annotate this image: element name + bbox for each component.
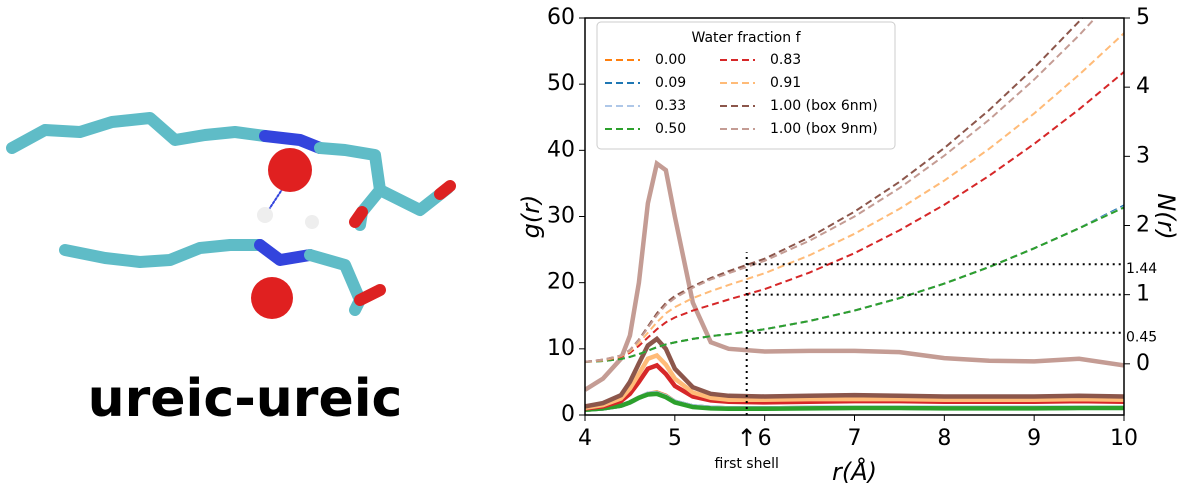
n-line (585, 71, 1124, 363)
x-tick-label: 7 (848, 426, 862, 451)
g-line (585, 391, 1124, 412)
y-tick-label: 40 (547, 137, 575, 162)
legend-label: 0.09 (655, 75, 686, 91)
shell-hline-label: 0.45 (1126, 330, 1157, 346)
y-tick-label: 30 (547, 204, 575, 229)
bond-n (259, 130, 326, 154)
n-line (585, 204, 1124, 363)
y2-tick-label: 3 (1136, 143, 1150, 168)
y2-tick-label: 0 (1136, 351, 1150, 376)
bond-n2 (254, 239, 316, 266)
molecule (6, 112, 456, 319)
g-line (585, 352, 1124, 410)
y2-tick-label: 1 (1136, 282, 1150, 307)
legend: Water fraction f 0.00 0.09 0.33 0.50 0.83 0.91… (596, 21, 896, 150)
y-tick-label: 50 (547, 71, 575, 96)
hydrogen (257, 207, 273, 223)
y-tick-label: 20 (547, 270, 575, 295)
n-line (585, 32, 1124, 363)
plot-area (585, 18, 1124, 412)
bond-o (354, 284, 386, 306)
legend-label: 0.50 (655, 121, 686, 137)
bond-o (434, 180, 456, 200)
legend-title: Water fraction f (692, 30, 802, 46)
y2-axis-label: N(r) (1152, 193, 1178, 240)
x-tick-label: 4 (578, 426, 592, 451)
legend-label: 1.00 (box 6nm) (770, 98, 878, 114)
chain-top-end (314, 142, 386, 231)
g-line (585, 335, 1124, 409)
x-axis-label: r(Å) (832, 457, 877, 484)
legend-label: 0.91 (770, 75, 801, 91)
n-line (585, 18, 1084, 363)
hydrogen (305, 215, 319, 229)
y2-tick-label: 5 (1136, 5, 1150, 30)
legend-box (596, 21, 896, 150)
oxygen (251, 277, 293, 319)
first-shell-label: first shell (715, 456, 779, 472)
chain-bottom-end (304, 249, 366, 316)
legend-label: 0.33 (655, 98, 686, 114)
x-tick-label: 5 (668, 426, 682, 451)
bond-o (349, 206, 368, 228)
y-tick-label: 0 (561, 402, 575, 427)
legend-label: 0.00 (655, 52, 686, 68)
y2-tick-label: 4 (1136, 74, 1150, 99)
y-tick-label: 10 (547, 336, 575, 361)
legend-label: 1.00 (box 9nm) (770, 121, 878, 137)
oxygen (268, 148, 312, 192)
n-line (585, 205, 1124, 363)
chain-bottom (59, 239, 266, 268)
y2-tick-label: 2 (1136, 212, 1150, 237)
g-line (585, 159, 1124, 392)
n-line (585, 206, 1124, 363)
shell-hline-label: 1.44 (1126, 261, 1157, 277)
y-tick-label: 60 (547, 5, 575, 30)
first-shell-arrow: ↑ (737, 424, 757, 452)
legend-label: 0.83 (770, 52, 801, 68)
x-tick-label: 9 (1027, 426, 1041, 451)
y-axis-label: g(r) (517, 195, 545, 239)
n-line (585, 18, 1097, 363)
g-line (585, 362, 1124, 411)
x-tick-label: 8 (937, 426, 951, 451)
chain-top (6, 112, 271, 154)
x-tick-label: 6 (758, 426, 772, 451)
molecule-label: ureic-ureic (88, 369, 403, 429)
n-line (585, 205, 1124, 363)
x-tick-label: 10 (1110, 426, 1138, 451)
